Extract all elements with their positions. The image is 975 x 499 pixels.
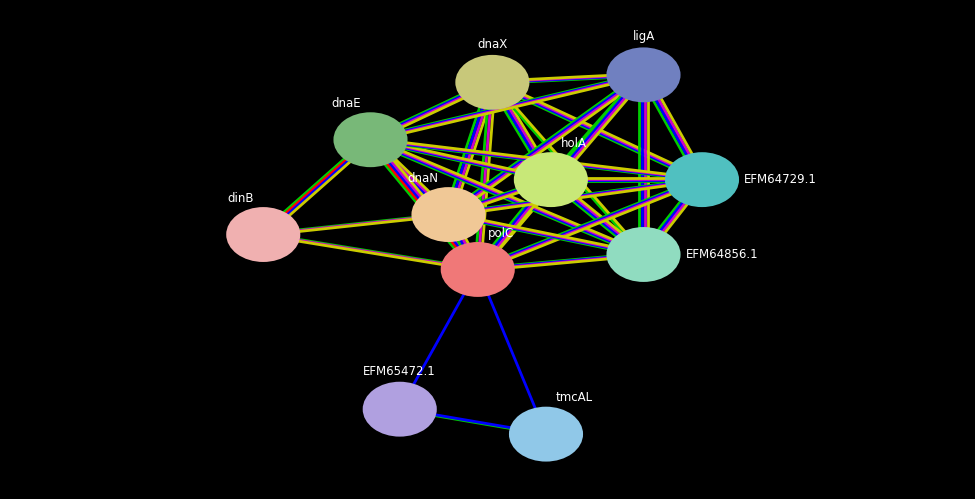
Text: dnaE: dnaE: [332, 97, 361, 110]
Ellipse shape: [226, 207, 300, 262]
Ellipse shape: [455, 55, 529, 110]
Text: EFM65472.1: EFM65472.1: [364, 365, 436, 378]
Text: tmcAL: tmcAL: [556, 391, 593, 404]
Ellipse shape: [514, 152, 588, 207]
Text: ligA: ligA: [633, 30, 654, 43]
Text: dinB: dinB: [227, 192, 254, 205]
Ellipse shape: [363, 382, 437, 437]
Text: dnaN: dnaN: [408, 172, 439, 185]
Text: EFM64856.1: EFM64856.1: [685, 248, 758, 261]
Ellipse shape: [665, 152, 739, 207]
Text: holA: holA: [561, 137, 587, 150]
Ellipse shape: [509, 407, 583, 462]
Ellipse shape: [606, 227, 681, 282]
Ellipse shape: [411, 187, 486, 242]
Ellipse shape: [441, 242, 515, 297]
Text: EFM64729.1: EFM64729.1: [744, 173, 817, 186]
Ellipse shape: [606, 47, 681, 102]
Ellipse shape: [333, 112, 408, 167]
Text: dnaX: dnaX: [477, 38, 508, 51]
Text: polC: polC: [488, 227, 514, 240]
